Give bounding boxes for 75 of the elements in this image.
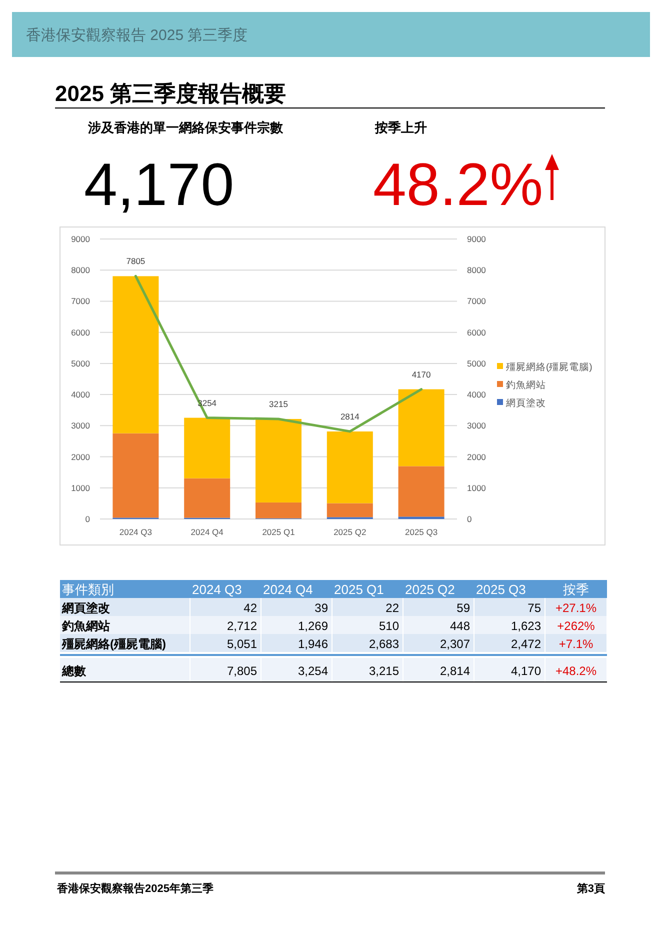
y2-tick-label: 5000: [467, 358, 486, 368]
x-tick-label: 2025 Q3: [404, 527, 438, 537]
text: 第3頁: [576, 882, 605, 895]
text: +27.1%: [555, 601, 597, 615]
text: 2,814: [440, 664, 470, 678]
text: 3,254: [298, 664, 328, 678]
x-tick-label: 2024 Q4: [190, 527, 224, 537]
text: 22: [386, 601, 399, 615]
y2-tick-label: 7000: [467, 296, 486, 306]
text: 510: [378, 619, 399, 633]
y2-tick-label: 0: [467, 514, 472, 524]
data-label: 3215: [269, 398, 288, 409]
text: 3,215: [368, 664, 399, 678]
text: 75: [528, 601, 541, 615]
category-label: 2025 Q2: [405, 582, 455, 597]
data-label: 2814: [340, 411, 360, 422]
text: +48.2%: [555, 664, 597, 678]
x-tick-label: 2025 Q2: [334, 527, 366, 537]
text: 1,946: [298, 637, 328, 651]
y-tick-label: 2000: [71, 452, 90, 462]
legend-label: 釣魚網站: [506, 379, 546, 391]
y-tick-label: 9000: [71, 234, 90, 244]
text: 香港保安觀察報告 2025 第三季度: [26, 27, 248, 44]
text: 1,623: [510, 619, 541, 633]
text: 事件類別: [62, 582, 114, 597]
data-label: 4170: [412, 369, 432, 380]
category-label: 總數: [62, 664, 86, 678]
category-label: 殭屍網絡(殭屍電腦): [62, 637, 166, 651]
text: 39: [314, 601, 328, 615]
category-label: 2025 Q3: [476, 582, 526, 597]
text: 48.2%: [373, 151, 544, 218]
data-label: 7805: [126, 256, 146, 266]
text: +262%: [557, 619, 595, 633]
y-tick-label: 6000: [71, 327, 90, 338]
text: 59: [456, 601, 470, 615]
text: 448: [450, 619, 470, 633]
y-tick-label: 4000: [71, 390, 90, 400]
category-label: 2025 Q1: [334, 582, 384, 597]
category-label: 網頁塗改: [62, 601, 110, 615]
y-tick-label: 1000: [71, 482, 90, 493]
text: 42: [244, 601, 257, 615]
text: 4,170: [84, 151, 234, 218]
x-tick-label: 2025 Q1: [262, 527, 296, 537]
y2-tick-label: 8000: [467, 265, 486, 276]
category-label: 按季: [563, 582, 589, 597]
text: +7.1%: [558, 637, 594, 651]
y2-tick-label: 4000: [467, 390, 486, 400]
y2-tick-label: 3000: [467, 420, 486, 431]
legend-label: 殭屍網絡(殭屍電腦): [506, 361, 592, 373]
text: 7,805: [226, 664, 257, 678]
y2-tick-label: 2000: [467, 452, 486, 462]
x-tick-label: 2024 Q3: [119, 527, 152, 537]
text: 2,307: [440, 637, 470, 651]
text: 5,051: [226, 637, 257, 651]
text: 2,683: [368, 637, 399, 651]
category-label: 2024 Q3: [192, 582, 242, 597]
y-tick-label: 3000: [71, 420, 90, 431]
text: 按季上升: [374, 120, 427, 135]
y-tick-label: 8000: [71, 265, 90, 276]
text: 香港保安觀察報告2025年第三季: [56, 882, 214, 895]
text: 4,170: [510, 664, 541, 678]
text: 2,712: [226, 619, 257, 633]
y2-tick-label: 1000: [467, 482, 486, 493]
y2-tick-label: 9000: [467, 234, 486, 244]
text: 2,472: [510, 637, 541, 651]
legend-label: 網頁塗改: [505, 397, 546, 409]
y2-tick-label: 6000: [467, 327, 486, 338]
y-tick-label: 7000: [71, 296, 90, 306]
text: 1,269: [298, 619, 328, 633]
category-label: 釣魚網站: [62, 619, 110, 633]
category-label: 2024 Q4: [263, 582, 313, 597]
text: 2025 第三季度報告概要: [55, 81, 286, 106]
text: 涉及香港的單一網絡保安事件宗數: [87, 120, 284, 135]
y-tick-label: 0: [85, 514, 90, 524]
y-tick-label: 5000: [71, 358, 90, 368]
